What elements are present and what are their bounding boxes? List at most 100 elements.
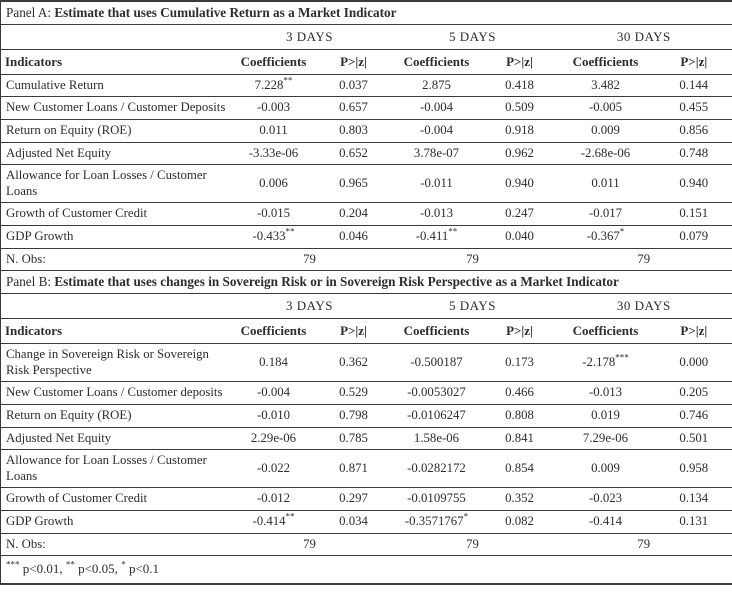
panel-b-title-text: Estimate that uses changes in Sovereign … <box>54 274 619 290</box>
significance-stars: ** <box>285 511 295 522</box>
coefficient-value: 2.875 <box>389 74 484 98</box>
coefficient-value: 0.011 <box>555 164 656 204</box>
coefficient-number: -0.010 <box>256 407 291 422</box>
coefficient-number: -0.3571767 <box>404 513 464 528</box>
coefficient-number: 7.29e-06 <box>582 430 629 445</box>
p-value: 0.965 <box>317 164 390 204</box>
coefficient-value: 0.006 <box>229 164 318 204</box>
coefficient-number: 2.875 <box>422 77 451 92</box>
panel-b-nobs-row: N. Obs: 79 79 79 <box>0 533 732 557</box>
group-header-5-days: 5 DAYS <box>389 293 556 320</box>
coefficient-number: -2.68e-06 <box>580 145 631 160</box>
p-value: 0.940 <box>483 164 556 204</box>
p-value-header: P>|z| <box>483 49 556 75</box>
coefficient-value: -0.022 <box>229 449 318 489</box>
p-value: 0.455 <box>655 96 732 121</box>
coefficient-value: 0.009 <box>555 449 656 489</box>
p-value: 0.871 <box>317 449 390 489</box>
p-value: 0.037 <box>317 74 390 98</box>
indicator-label: Change in Sovereign Risk or Sovereign Ri… <box>0 343 230 383</box>
significance-stars: ** <box>285 226 295 237</box>
coefficient-number: -0.022 <box>256 460 291 475</box>
indicator-label: New Customer Loans / Customer deposits <box>0 381 230 405</box>
coefficient-value: -0.004 <box>229 381 318 405</box>
coefficients-header: Coefficients <box>229 318 318 345</box>
empty-cell <box>0 24 230 50</box>
table-row: Cumulative Return 7.228** 0.037 2.875 0.418 3… <box>0 74 732 98</box>
coefficient-number: 1.58e-06 <box>413 430 460 445</box>
indicators-header: Indicators <box>0 49 230 75</box>
panel-a-day-header-row: 3 DAYS 5 DAYS 30 DAYS <box>0 24 732 50</box>
coefficient-number: -0.0106247 <box>407 407 466 422</box>
coefficient-number: -0.023 <box>588 491 623 506</box>
group-header-3-days: 3 DAYS <box>229 293 390 320</box>
coefficient-number: -0.017 <box>588 206 623 221</box>
p-value: 0.466 <box>483 381 556 405</box>
p-value-header: P>|z| <box>483 318 556 345</box>
group-header-3-days: 3 DAYS <box>229 24 390 50</box>
significance-stars: *** <box>615 352 629 363</box>
coefficient-number: -0.004 <box>419 123 454 138</box>
indicator-label: Return on Equity (ROE) <box>0 404 230 428</box>
table-row: Allowance for Loan Losses / Customer Loa… <box>0 449 732 489</box>
coefficient-number: -0.003 <box>256 100 291 115</box>
p-value: 0.748 <box>655 142 732 166</box>
p-value: 0.046 <box>317 225 390 249</box>
coefficients-header: Coefficients <box>389 318 484 345</box>
p-value: 0.856 <box>655 119 732 143</box>
n-obs-value: 79 <box>229 248 390 272</box>
p-value: 0.204 <box>317 202 390 227</box>
p-value: 0.808 <box>483 404 556 428</box>
p-value: 0.034 <box>317 510 390 534</box>
table-row: Return on Equity (ROE) 0.011 0.803 -0.004 0.… <box>0 119 732 143</box>
coefficients-header: Coefficients <box>555 49 656 75</box>
coefficient-number: -0.433 <box>252 229 286 244</box>
p-value: 0.798 <box>317 404 390 428</box>
indicator-label: GDP Growth <box>0 225 230 249</box>
coefficient-number: -0.004 <box>419 100 454 115</box>
p-value: 0.746 <box>655 404 732 428</box>
indicator-label: New Customer Loans / Customer Deposits <box>0 96 230 121</box>
group-header-30-days: 30 DAYS <box>555 24 732 50</box>
coefficient-value: 1.58e-06 <box>389 427 484 451</box>
panel-a-label: Panel A: <box>6 5 52 20</box>
significance-stars: ** <box>448 226 458 237</box>
coefficient-number: 2.29e-06 <box>250 430 297 445</box>
coefficient-value: -0.023 <box>555 487 656 511</box>
footnote-text: p<0.01, <box>19 561 66 577</box>
n-obs-value: 79 <box>229 533 390 557</box>
p-value: 0.144 <box>655 74 732 98</box>
footnote-text: p<0.1 <box>125 561 160 577</box>
coefficient-value: -0.004 <box>389 119 484 143</box>
coefficient-number: 7.228 <box>254 77 284 92</box>
p-value: 0.000 <box>655 343 732 383</box>
coefficient-number: 0.009 <box>591 460 620 475</box>
panel-a-body: Cumulative Return 7.228** 0.037 2.875 0.418 3… <box>0 74 732 249</box>
coefficient-number: 0.184 <box>259 354 288 369</box>
coefficient-value: -0.433** <box>229 225 318 249</box>
coefficient-number: -0.005 <box>588 100 623 115</box>
panel-b-body: Change in Sovereign Risk or Sovereign Ri… <box>0 343 732 534</box>
table-row: Adjusted Net Equity 2.29e-06 0.785 1.58e-06… <box>0 427 732 451</box>
coefficients-header: Coefficients <box>229 49 318 75</box>
coefficient-value: -0.013 <box>555 381 656 405</box>
coefficient-number: -0.015 <box>256 206 291 221</box>
indicator-label: Allowance for Loan Losses / Customer Loa… <box>0 449 230 489</box>
indicator-label: Return on Equity (ROE) <box>0 119 230 143</box>
coefficient-value: -0.414 <box>555 510 656 534</box>
footnote-text: p<0.05, <box>74 561 122 577</box>
p-value-header: P>|z| <box>317 318 390 345</box>
p-value: 0.362 <box>317 343 390 383</box>
empty-cell <box>0 293 230 320</box>
p-value: 0.962 <box>483 142 556 166</box>
significance-stars: * <box>463 511 469 522</box>
table-row: GDP Growth -0.433** 0.046 -0.411** 0.040 -0.3… <box>0 225 732 249</box>
panel-b-column-header-row: Indicators Coefficients P>|z| Coefficien… <box>0 318 732 345</box>
p-value: 0.297 <box>317 487 390 511</box>
table-row: New Customer Loans / Customer deposits -0… <box>0 381 732 405</box>
coefficient-number: -0.500187 <box>410 354 463 369</box>
p-value-header: P>|z| <box>655 49 732 75</box>
indicator-label: Adjusted Net Equity <box>0 142 230 166</box>
coefficient-value: 2.29e-06 <box>229 427 318 451</box>
